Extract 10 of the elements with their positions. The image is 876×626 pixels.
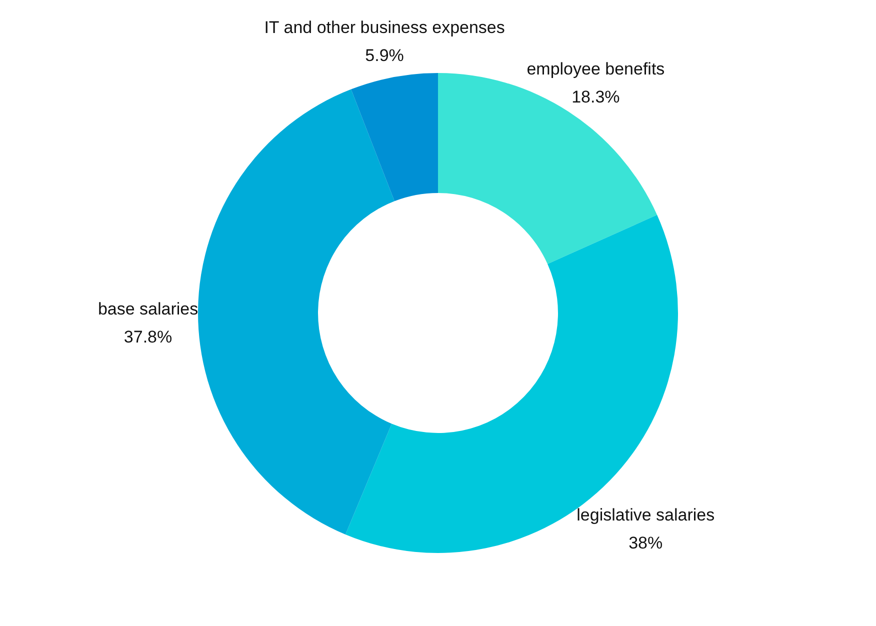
data-label: 38% xyxy=(628,533,663,552)
slice-label: base salaries xyxy=(98,299,198,318)
data-label: 5.9% xyxy=(365,46,404,65)
donut-slice xyxy=(351,73,438,202)
data-label: 18.3% xyxy=(572,88,620,107)
donut-slice xyxy=(198,89,395,534)
data-label: 37.8% xyxy=(124,327,172,346)
slice-label: IT and other business expenses xyxy=(264,18,505,37)
slice-label: legislative salaries xyxy=(576,505,715,524)
slice-label: employee benefits xyxy=(526,60,665,79)
